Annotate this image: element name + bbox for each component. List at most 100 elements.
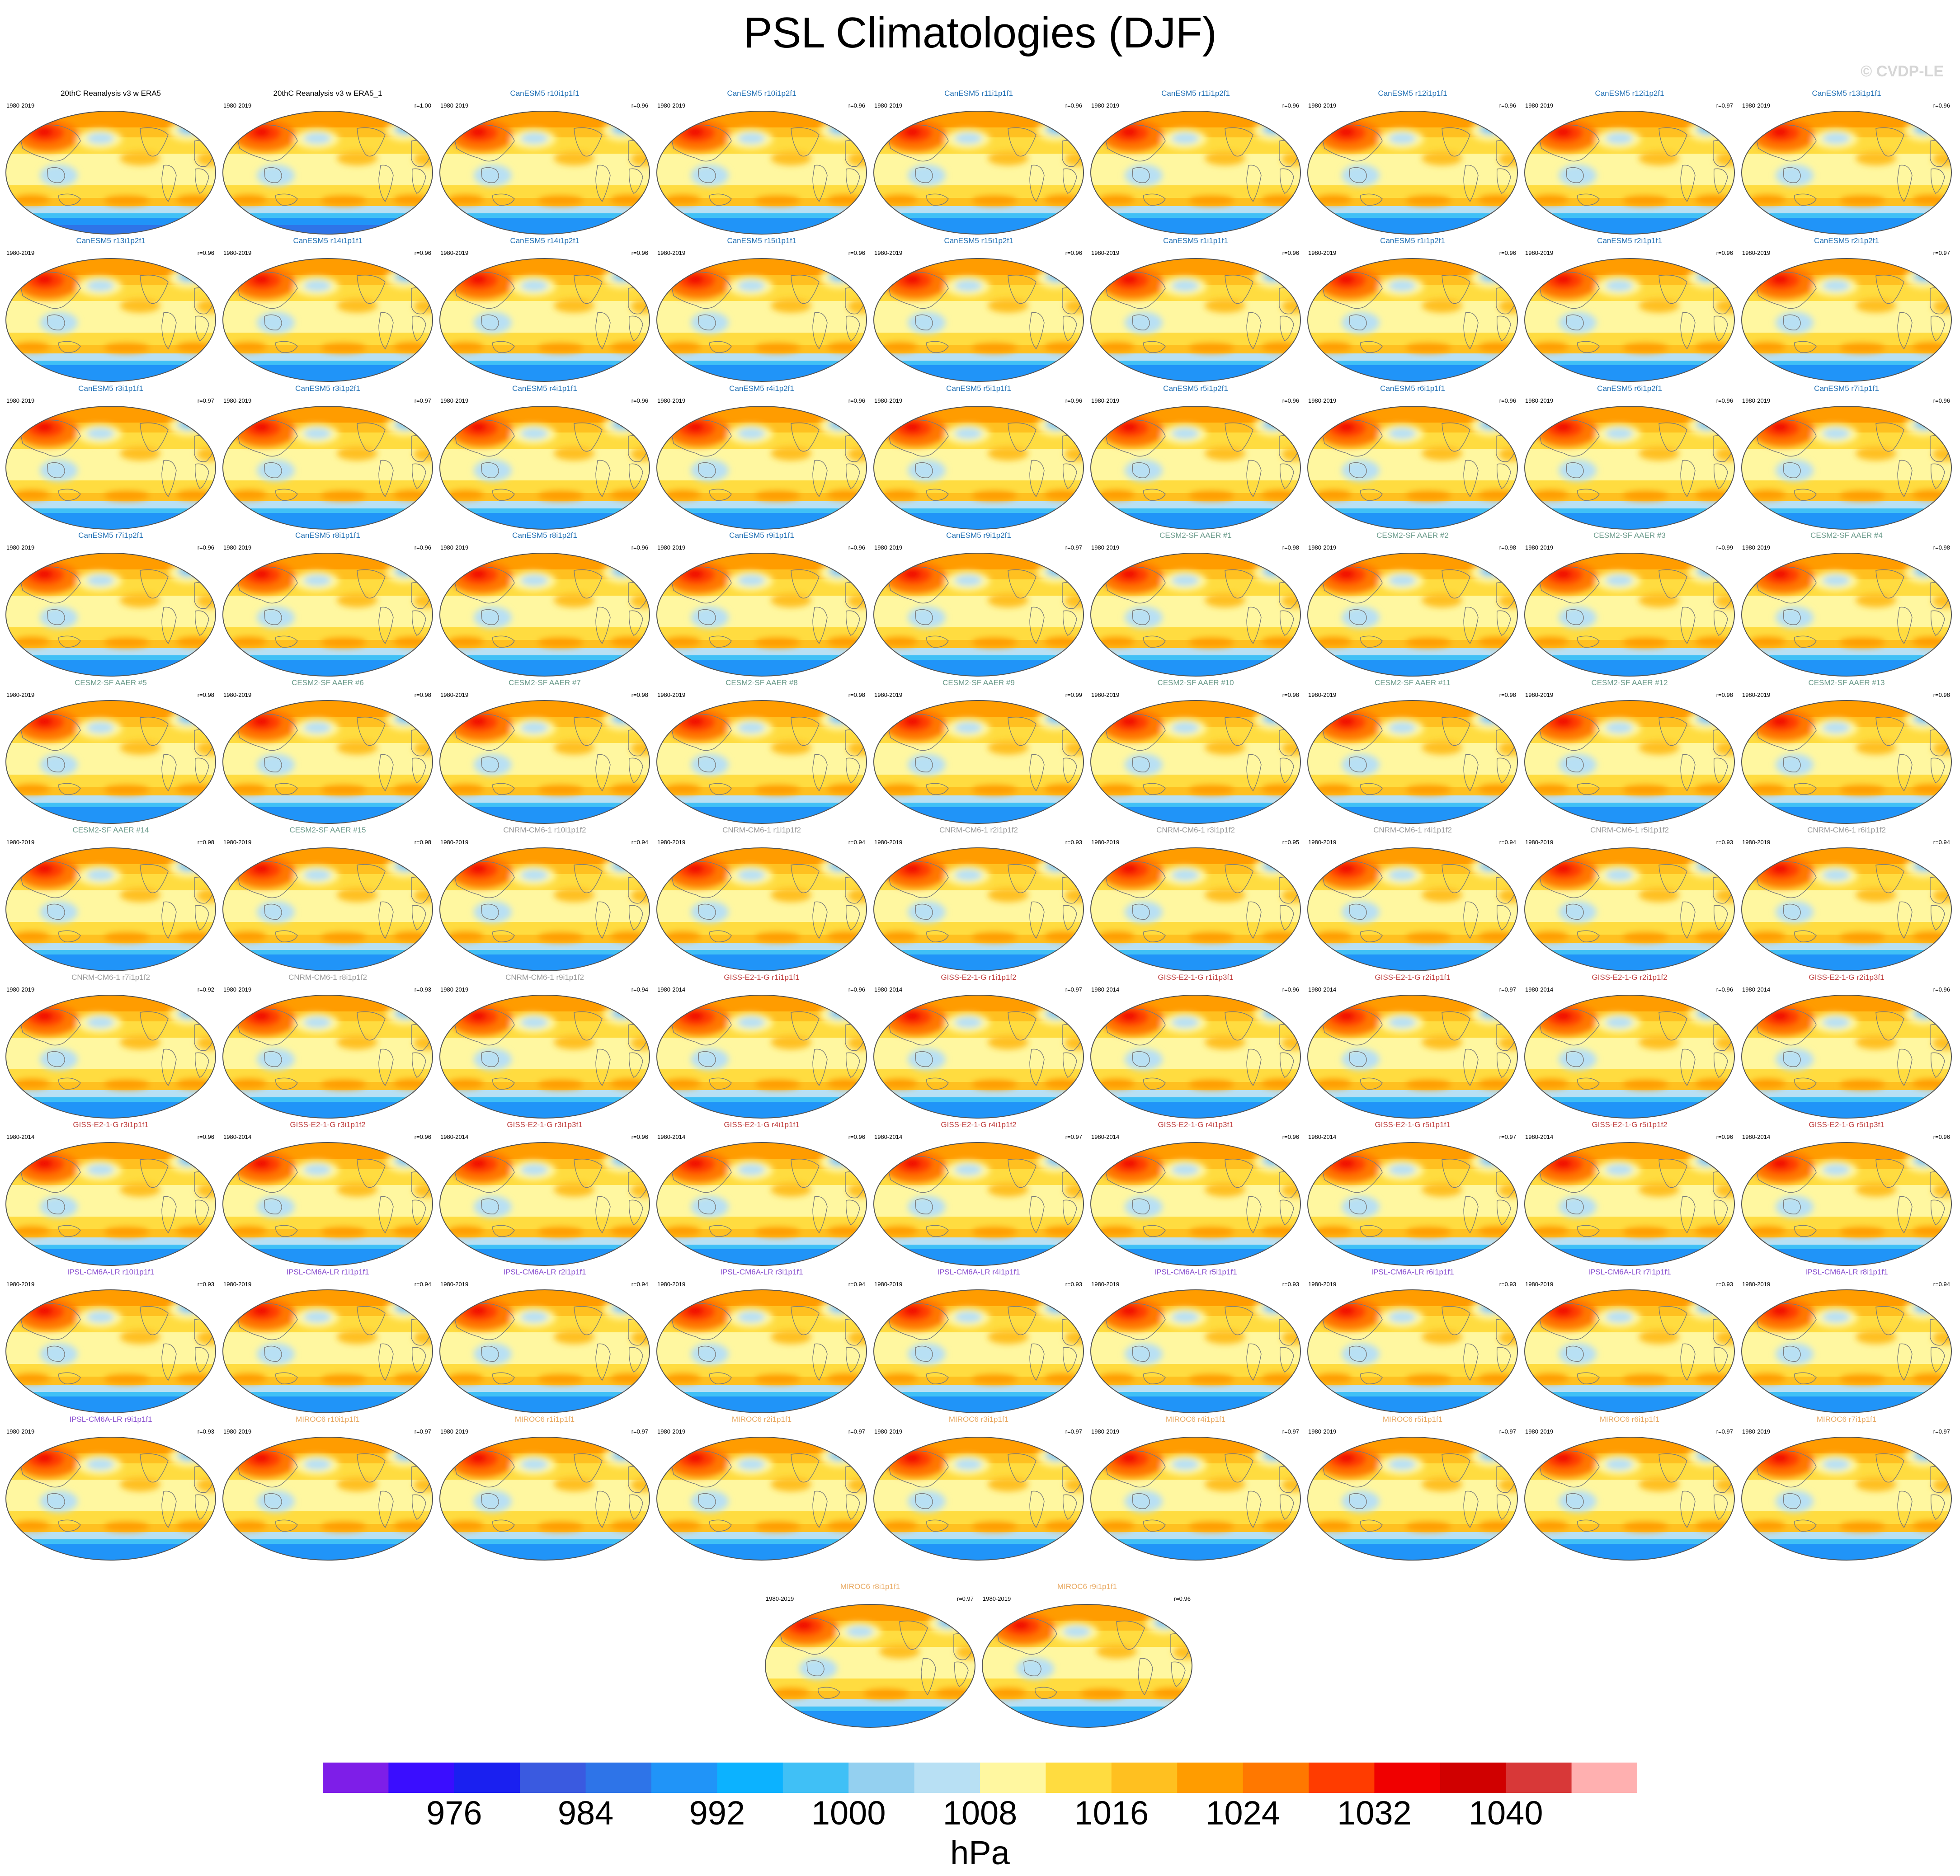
panel-correlation: r=0.96 bbox=[1282, 397, 1299, 404]
panel-title: IPSL-CM6A-LR r3i1p1f1 bbox=[720, 1268, 803, 1276]
map-panel: CanESM5 r9i1p1f1 1980-2019 r=0.96 bbox=[655, 531, 868, 678]
panel-years: 1980-2019 bbox=[1525, 544, 1554, 551]
map-panel: CanESM5 r9i1p2f1 1980-2019 r=0.97 bbox=[872, 531, 1085, 678]
panel-title: CanESM5 r10i1p2f1 bbox=[727, 89, 796, 98]
psl-map bbox=[873, 111, 1084, 235]
panel-years: 1980-2019 bbox=[440, 544, 469, 551]
psl-map bbox=[1307, 700, 1518, 824]
map-panel: IPSL-CM6A-LR r4i1p1f1 1980-2019 r=0.93 bbox=[872, 1267, 1085, 1415]
panel-title: CanESM5 r9i1p2f1 bbox=[946, 531, 1011, 540]
colorbar-swatch bbox=[1309, 1763, 1375, 1793]
psl-map bbox=[982, 1604, 1192, 1728]
panel-title: CESM2-SF AAER #8 bbox=[726, 678, 798, 687]
psl-map bbox=[439, 1289, 650, 1413]
map-panel: CNRM-CM6-1 r2i1p1f2 1980-2019 r=0.93 bbox=[872, 825, 1085, 973]
map-panel: CanESM5 r13i1p2f1 1980-2019 r=0.96 bbox=[5, 236, 217, 383]
panel-correlation: r=0.98 bbox=[631, 691, 648, 698]
panel-title: CanESM5 r14i1p2f1 bbox=[510, 236, 580, 245]
psl-map bbox=[222, 1437, 433, 1561]
panel-correlation: r=0.97 bbox=[1065, 986, 1082, 993]
panel-years: 1980-2019 bbox=[223, 1428, 252, 1435]
psl-map bbox=[1307, 995, 1518, 1119]
map-panel: IPSL-CM6A-LR r8i1p1f1 1980-2019 r=0.94 bbox=[1740, 1267, 1953, 1415]
psl-map bbox=[1741, 847, 1952, 971]
panel-title: CESM2-SF AAER #7 bbox=[509, 678, 581, 687]
panel-title: CNRM-CM6-1 r1i1p1f2 bbox=[722, 826, 801, 834]
map-panel: MIROC6 r3i1p1f1 1980-2019 r=0.97 bbox=[872, 1415, 1085, 1562]
panel-title: MIROC6 r9i1p1f1 bbox=[1057, 1582, 1117, 1591]
panel-years: 1980-2019 bbox=[874, 249, 903, 256]
panel-correlation: r=0.97 bbox=[1065, 1428, 1082, 1435]
panel-correlation: r=0.96 bbox=[1282, 249, 1299, 256]
psl-map bbox=[5, 111, 216, 235]
panel-correlation: r=0.96 bbox=[1933, 1133, 1950, 1140]
panel-title: GISS-E2-1-G r2i1p3f1 bbox=[1809, 973, 1885, 982]
panel-years: 1980-2019 bbox=[1742, 1281, 1771, 1288]
panel-years: 1980-2019 bbox=[223, 102, 252, 109]
panel-years: 1980-2019 bbox=[657, 1281, 686, 1288]
map-panel: CESM2-SF AAER #6 1980-2019 r=0.98 bbox=[221, 678, 434, 825]
psl-map bbox=[439, 700, 650, 824]
panel-correlation: r=0.95 bbox=[1282, 839, 1299, 846]
panel-title: IPSL-CM6A-LR r9i1p1f1 bbox=[69, 1415, 152, 1424]
panel-correlation: r=0.94 bbox=[848, 839, 865, 846]
panel-title: CanESM5 r2i1p2f1 bbox=[1814, 236, 1879, 245]
map-panel: CNRM-CM6-1 r5i1p1f2 1980-2019 r=0.93 bbox=[1523, 825, 1736, 973]
map-panel: CanESM5 r10i1p1f1 1980-2019 r=0.96 bbox=[438, 89, 651, 236]
panel-correlation: r=0.94 bbox=[1933, 839, 1950, 846]
colorbar-swatch bbox=[1440, 1763, 1506, 1793]
panel-title: GISS-E2-1-G r3i1p1f2 bbox=[290, 1120, 366, 1129]
panel-years: 1980-2014 bbox=[1742, 986, 1771, 993]
panel-title: CanESM5 r1i1p2f1 bbox=[1380, 236, 1445, 245]
map-panel: CNRM-CM6-1 r1i1p1f2 1980-2019 r=0.94 bbox=[655, 825, 868, 973]
panel-title: IPSL-CM6A-LR r8i1p1f1 bbox=[1805, 1268, 1888, 1276]
psl-map bbox=[439, 995, 650, 1119]
psl-map bbox=[873, 700, 1084, 824]
psl-map bbox=[1090, 700, 1301, 824]
panel-correlation: r=0.97 bbox=[1499, 1428, 1516, 1435]
psl-map bbox=[1524, 406, 1735, 530]
panel-correlation: r=0.97 bbox=[1716, 1428, 1733, 1435]
map-panel: GISS-E2-1-G r3i1p1f2 1980-2014 r=0.96 bbox=[221, 1120, 434, 1267]
panel-years: 1980-2019 bbox=[223, 544, 252, 551]
panel-years: 1980-2019 bbox=[657, 249, 686, 256]
colorbar-unit-label: hPa bbox=[950, 1834, 1010, 1871]
panel-years: 1980-2019 bbox=[657, 1428, 686, 1435]
psl-map bbox=[1524, 847, 1735, 971]
map-panel: MIROC6 r5i1p1f1 1980-2019 r=0.97 bbox=[1306, 1415, 1519, 1562]
panel-correlation: r=0.97 bbox=[1282, 1428, 1299, 1435]
panel-years: 1980-2014 bbox=[874, 986, 903, 993]
panel-correlation: r=0.98 bbox=[1282, 544, 1299, 551]
colorbar-tick-label: 1024 bbox=[1206, 1794, 1280, 1832]
colorbar-tick-label: 1032 bbox=[1337, 1794, 1412, 1832]
panel-correlation: r=0.96 bbox=[848, 544, 865, 551]
psl-map bbox=[1741, 1289, 1952, 1413]
map-panel: CNRM-CM6-1 r8i1p1f2 1980-2019 r=0.93 bbox=[221, 973, 434, 1120]
psl-map bbox=[1307, 1289, 1518, 1413]
panel-years: 1980-2019 bbox=[440, 1281, 469, 1288]
panel-correlation: r=0.96 bbox=[197, 544, 214, 551]
map-panel: CanESM5 r1i1p2f1 1980-2019 r=0.96 bbox=[1306, 236, 1519, 383]
panel-years: 1980-2019 bbox=[6, 249, 35, 256]
map-panel: GISS-E2-1-G r3i1p1f1 1980-2014 r=0.96 bbox=[5, 1120, 217, 1267]
panel-years: 1980-2019 bbox=[1742, 839, 1771, 846]
psl-map bbox=[1090, 406, 1301, 530]
panel-title: CanESM5 r6i1p1f1 bbox=[1380, 384, 1445, 393]
panel-years: 1980-2019 bbox=[6, 1281, 35, 1288]
psl-map bbox=[765, 1604, 975, 1728]
panel-title: CanESM5 r14i1p1f1 bbox=[293, 236, 363, 245]
psl-map bbox=[5, 700, 216, 824]
map-panel: CanESM5 r13i1p1f1 1980-2019 r=0.96 bbox=[1740, 89, 1953, 236]
panel-years: 1980-2019 bbox=[874, 397, 903, 404]
colorbar-swatch bbox=[848, 1763, 915, 1793]
panel-years: 1980-2019 bbox=[874, 544, 903, 551]
panel-title: GISS-E2-1-G r4i1p1f2 bbox=[941, 1120, 1017, 1129]
panel-correlation: r=0.97 bbox=[414, 1428, 431, 1435]
panel-title: CanESM5 r13i1p2f1 bbox=[76, 236, 146, 245]
map-panel: CNRM-CM6-1 r7i1p1f2 1980-2019 r=0.92 bbox=[5, 973, 217, 1120]
panel-correlation: r=0.97 bbox=[848, 1428, 865, 1435]
psl-map bbox=[656, 700, 867, 824]
panel-correlation: r=0.98 bbox=[197, 839, 214, 846]
panel-correlation: r=0.96 bbox=[848, 102, 865, 109]
panel-correlation: r=0.96 bbox=[197, 249, 214, 256]
